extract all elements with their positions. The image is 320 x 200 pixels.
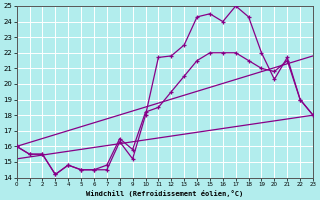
X-axis label: Windchill (Refroidissement éolien,°C): Windchill (Refroidissement éolien,°C)	[86, 190, 244, 197]
